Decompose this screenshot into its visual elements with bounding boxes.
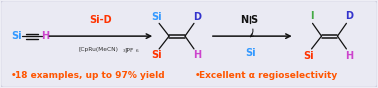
FancyBboxPatch shape xyxy=(1,1,377,87)
Text: Si: Si xyxy=(303,51,314,61)
Text: [CpRu(MeCN): [CpRu(MeCN) xyxy=(79,47,119,52)
Text: N: N xyxy=(240,15,248,25)
Text: ]PF: ]PF xyxy=(125,47,134,52)
Text: 6: 6 xyxy=(136,49,138,53)
Text: H: H xyxy=(345,51,353,61)
Text: •: • xyxy=(195,71,201,80)
Text: D: D xyxy=(345,11,353,21)
Text: •: • xyxy=(11,71,16,80)
Text: Si: Si xyxy=(151,50,161,60)
Text: H: H xyxy=(42,31,50,41)
Text: Si: Si xyxy=(151,12,161,22)
Text: Si: Si xyxy=(11,31,22,41)
Text: I: I xyxy=(310,11,313,21)
Text: Si-D: Si-D xyxy=(90,15,112,25)
Text: S: S xyxy=(251,15,258,25)
Text: 3: 3 xyxy=(123,49,125,53)
Text: Si: Si xyxy=(245,48,256,58)
Text: D: D xyxy=(193,12,201,22)
Text: H: H xyxy=(193,50,201,60)
Text: 18 examples, up to 97% yield: 18 examples, up to 97% yield xyxy=(15,71,164,80)
Text: Excellent α regioselectivity: Excellent α regioselectivity xyxy=(199,71,337,80)
